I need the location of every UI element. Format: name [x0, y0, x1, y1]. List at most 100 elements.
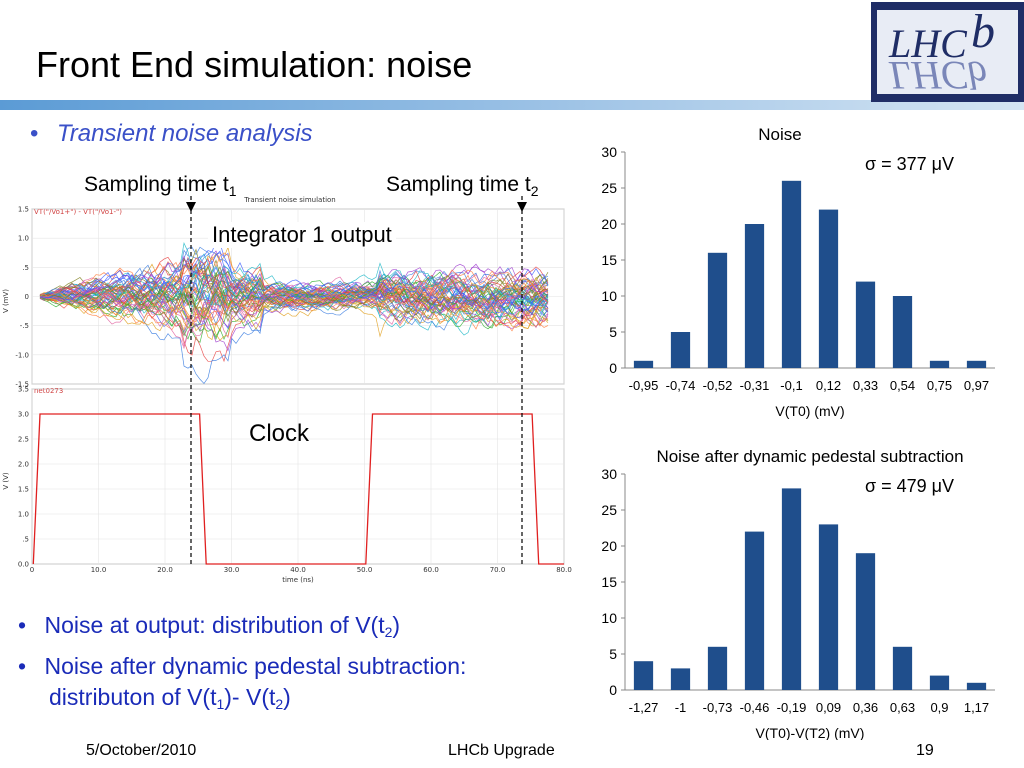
- title-divider-bar: [0, 100, 1024, 110]
- bar-0,9: [929, 675, 950, 690]
- sigma-annotation: σ = 479 μV: [865, 476, 954, 496]
- sim-xlabel: time (ns): [282, 576, 314, 584]
- x-tick-label: 0: [30, 566, 34, 574]
- footer-page-number: 19: [916, 742, 934, 759]
- bullet-pedestal-subtraction: • Noise after dynamic pedestal subtracti…: [18, 653, 467, 679]
- noise-trace: [39, 266, 549, 311]
- bottom-ylabel: V (V): [2, 472, 10, 490]
- bar-0,36: [855, 553, 876, 690]
- chart-title: Noise after dynamic pedestal subtraction: [656, 447, 963, 466]
- svg-text:LHC: LHC: [888, 21, 968, 66]
- x-tick-label: -0,46: [740, 700, 770, 715]
- x-tick-label: 0,63: [890, 700, 915, 715]
- top-y-tick-label: 1.5: [18, 206, 29, 214]
- x-tick-label: -0,19: [777, 700, 807, 715]
- bar--0,46: [744, 531, 765, 690]
- noise-trace: [39, 273, 549, 319]
- noise-traces: [39, 240, 549, 385]
- x-tick-label: 0,09: [816, 700, 841, 715]
- pedestal-subtraction-histogram-svg: Noise after dynamic pedestal subtraction…: [601, 447, 995, 741]
- noise-trace: [39, 240, 549, 313]
- bullet-top: • Transient noise analysis: [30, 120, 313, 148]
- footer-date: 5/October/2010: [86, 742, 197, 759]
- top-y-tick-label: 1.0: [18, 235, 29, 243]
- y-tick-label: 0: [609, 682, 617, 698]
- sigma-annotation: σ = 377 μV: [865, 154, 954, 174]
- noise-trace: [39, 287, 549, 385]
- chart-title: Noise: [758, 125, 801, 144]
- noise-trace: [39, 272, 549, 350]
- x-tick-label: -0,73: [703, 700, 733, 715]
- sampling-arrow-1: [186, 202, 196, 212]
- transient-noise-simulation-plot: Transient noise simulation VT("/Vo1+") -…: [0, 196, 580, 588]
- top-ylabel: V (mV): [2, 289, 10, 313]
- bar-0,54: [892, 296, 913, 368]
- noise-trace: [39, 278, 549, 317]
- bottom-y-tick-label: 1.5: [18, 486, 29, 494]
- x-tick-label: 70.0: [490, 566, 506, 574]
- bar--0,1: [781, 180, 802, 368]
- bullet-output-distribution: • Noise at output: distribution of V(t2): [18, 612, 401, 641]
- bullets-bottom: • Noise at output: distribution of V(t2)…: [18, 612, 598, 712]
- y-tick-label: 30: [601, 144, 617, 160]
- x-tick-label: -0,52: [703, 378, 733, 393]
- bar--1: [670, 668, 691, 690]
- bullet-dot: •: [30, 120, 39, 147]
- simulation-svg: Transient noise simulation VT("/Vo1+") -…: [2, 196, 572, 584]
- x-tick-label: 0,54: [890, 378, 915, 393]
- noise-histogram-svg: Noise σ = 377 μV 0 5 10 15 20 25 30 -0,95 -0,74 -0,…: [601, 125, 995, 419]
- x-tick-label: 10.0: [91, 566, 107, 574]
- x-tick-label: -1,27: [629, 700, 659, 715]
- noise-trace: [39, 263, 549, 352]
- simulation-title: Transient noise simulation: [243, 196, 336, 204]
- noise-histogram: Noise σ = 377 μV 0 5 10 15 20 25 30 -0,95 -0,74 -0,…: [585, 118, 1015, 428]
- top-legend: VT("/Vo1+") - VT("/Vo1-"): [34, 208, 122, 216]
- x-tick-label: 80.0: [556, 566, 572, 574]
- y-tick-label: 30: [601, 466, 617, 482]
- y-tick-label: 20: [601, 538, 617, 554]
- noise-trace: [39, 262, 549, 326]
- bullet-dot: •: [18, 653, 27, 679]
- bar-1,17: [966, 682, 987, 690]
- x-tick-label: 0,9: [930, 700, 948, 715]
- x-tick-label: 60.0: [423, 566, 439, 574]
- bullet-top-text: Transient noise analysis: [56, 120, 313, 147]
- y-tick-label: 25: [601, 502, 617, 518]
- clock-label: Clock: [249, 420, 310, 447]
- x-tick-label: 30.0: [224, 566, 240, 574]
- bottom-y-tick-label: 2.5: [18, 436, 29, 444]
- y-tick-label: 25: [601, 180, 617, 196]
- top-y-tick-label: -.5: [20, 322, 29, 330]
- x-tick-label: 20.0: [157, 566, 173, 574]
- noise-trace: [39, 280, 549, 339]
- noise-trace: [39, 252, 549, 314]
- x-tick-label: -1: [675, 700, 687, 715]
- top-y-tick-label: 0: [25, 293, 29, 301]
- y-tick-label: 5: [609, 324, 617, 340]
- pedestal-subtraction-histogram: Noise after dynamic pedestal subtraction…: [585, 440, 1015, 741]
- noise-trace: [39, 242, 549, 312]
- x-tick-label: 0,33: [853, 378, 878, 393]
- bar--1,27: [633, 661, 654, 690]
- bottom-y-tick-label: 0.0: [18, 561, 29, 569]
- bottom-y-tick-label: 2.0: [18, 461, 29, 469]
- y-tick-label: 0: [609, 360, 617, 376]
- x-axis-label: V(T0) (mV): [775, 403, 844, 419]
- bar--0,74: [670, 332, 691, 368]
- noise-trace: [39, 290, 549, 341]
- x-tick-label: 0,97: [964, 378, 989, 393]
- y-tick-label: 15: [601, 252, 617, 268]
- top-y-tick-label: -1.0: [15, 351, 29, 359]
- x-tick-label: -0,74: [666, 378, 696, 393]
- bar-0,97: [966, 360, 987, 368]
- x-tick-label: 0,12: [816, 378, 841, 393]
- bottom-y-tick-label: 3.5: [18, 386, 29, 394]
- x-tick-label: 40.0: [290, 566, 306, 574]
- lhcb-logo: LHC b LHCb: [871, 2, 1024, 102]
- svg-text:b: b: [971, 5, 995, 58]
- footer-center: LHCb Upgrade: [448, 742, 555, 759]
- bullet-pedestal-subtraction-line2: distributon of V(t1)- V(t2): [49, 684, 291, 713]
- integrator-label: Integrator 1 output: [208, 222, 396, 248]
- y-tick-label: 10: [601, 288, 617, 304]
- bottom-y-tick-label: 3.0: [18, 411, 29, 419]
